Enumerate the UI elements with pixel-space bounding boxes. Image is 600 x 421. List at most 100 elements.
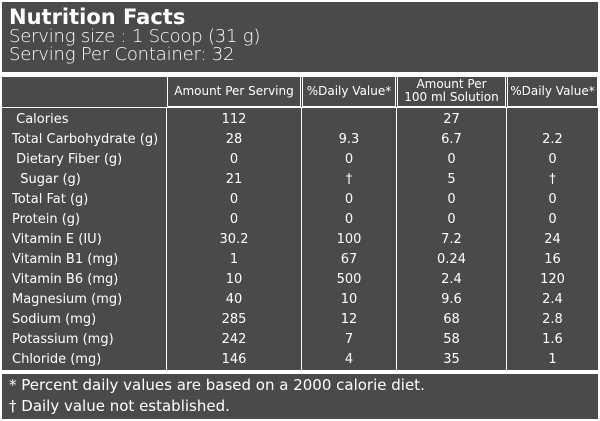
amount-per-serving: 30.2 [219,232,249,247]
daily-value-per-100ml: 2.4 [542,292,563,307]
nutrient-name: Total Fat (g) [12,192,89,207]
nutrient-row: Vitamin E (IU) 30.2 100 7.2 24 [2,230,598,250]
nutrient-row: Magnesium (mg) 40 10 9.6 2.4 [2,290,598,310]
amount-per-100ml: 2.4 [441,272,462,287]
amount-per-serving: 285 [221,312,247,327]
column-header-label: %Daily Value* [510,83,595,98]
footnotes: * Percent daily values are based on a 20… [9,375,425,417]
amount-per-serving: 0 [229,192,239,207]
nutrient-name: Vitamin B1 (mg) [12,252,119,267]
footnote-not-established: † Daily value not established. [9,397,230,415]
nutrient-row: Sodium (mg) 285 12 68 2.8 [2,310,598,330]
nutrient-name: Dietary Fiber (g) [12,152,123,167]
nutrient-row: Dietary Fiber (g) 0 0 0 0 [2,150,598,170]
nutrient-name: Calories [12,112,69,127]
column-divider [301,108,302,370]
daily-value-per-100ml: 2.8 [542,312,563,327]
daily-value-per-serving: 12 [340,312,358,327]
daily-value-per-100ml: 1.6 [542,332,563,347]
nutrient-row: Chloride (mg) 146 4 35 1 [2,350,598,370]
nutrient-name: Sodium (mg) [12,312,97,327]
amount-per-100ml: 0 [447,212,456,227]
nutrient-row: Vitamin B6 (mg) 10 500 2.4 120 [2,270,598,290]
nutrient-name: Chloride (mg) [12,352,102,367]
column-header-amount-per-100ml: Amount Per 100 ml Solution [397,75,506,107]
column-header-label: Amount Per [416,77,487,91]
daily-value-per-100ml: 0 [548,192,557,207]
nutrient-name: Total Carbohydrate (g) [12,132,159,147]
nutrient-name: Magnesium (mg) [12,292,123,307]
daily-value-per-100ml: 0 [548,212,557,227]
nutrient-name: Potassium (mg) [12,332,114,347]
daily-value-per-100ml: 24 [544,232,561,247]
amount-per-100ml: 6.7 [441,132,462,147]
amount-per-100ml: 7.2 [441,232,462,247]
amount-per-100ml: 0 [447,192,456,207]
servings-per-container: Serving Per Container: 32 [9,44,235,65]
serving-size: Serving size : 1 Scoop (31 g) [9,26,261,47]
nutrient-name: Vitamin E (IU) [12,232,102,247]
daily-value-per-100ml: 120 [540,272,565,287]
column-divider [396,108,397,370]
daily-value-per-100ml: 16 [544,252,561,267]
nutrient-row: Sugar (g) 21 † 5 † [2,170,598,190]
footer-divider [2,370,598,374]
daily-value-per-100ml: 0 [548,152,557,167]
amount-per-serving: 112 [221,112,247,127]
column-header-label: %Daily Value* [306,83,392,98]
header-divider [2,107,598,108]
nutrient-row: Total Carbohydrate (g) 28 9.3 6.7 2.2 [2,130,598,150]
column-divider [506,108,507,370]
amount-per-serving: 0 [229,212,239,227]
amount-per-serving: 146 [221,352,247,367]
amount-per-100ml: 0 [447,152,456,167]
amount-per-100ml: 0.24 [437,252,466,267]
column-header-amount-per-serving: Amount Per Serving [167,75,301,107]
amount-per-100ml: 27 [443,112,460,127]
daily-value-per-100ml: 1 [548,352,557,367]
nutrient-name: Sugar (g) [12,172,81,187]
daily-value-per-serving: 0 [344,212,354,227]
daily-value-per-serving: 4 [344,352,354,367]
footnote-daily-values: * Percent daily values are based on a 20… [9,376,425,394]
column-header-daily-value-1: %Daily Value* [302,75,396,107]
label-title: Nutrition Facts [9,5,186,29]
amount-per-100ml: 58 [443,332,460,347]
label-header: Nutrition Facts Serving size : 1 Scoop (… [9,6,260,64]
amount-per-serving: 40 [225,292,243,307]
column-divider [166,108,167,370]
nutrient-row: Vitamin B1 (mg) 1 67 0.24 16 [2,250,598,270]
nutrient-row: Total Fat (g) 0 0 0 0 [2,190,598,210]
daily-value-per-serving: 0 [344,192,354,207]
nutrient-row: Potassium (mg) 242 7 58 1.6 [2,330,598,350]
column-header-label: Amount Per Serving [174,83,294,98]
daily-value-per-serving: 7 [344,332,354,347]
amount-per-serving: 28 [225,132,243,147]
amount-per-100ml: 68 [443,312,460,327]
daily-value-per-serving: 10 [340,292,358,307]
amount-per-100ml: 5 [447,172,456,187]
daily-value-per-serving: 100 [336,232,362,247]
amount-per-100ml: 9.6 [441,292,462,307]
daily-value-per-serving: 9.3 [338,132,360,147]
amount-per-100ml: 35 [443,352,460,367]
daily-value-per-serving: 0 [344,152,354,167]
column-header-daily-value-2: %Daily Value* [507,75,598,107]
amount-per-serving: 242 [221,332,247,347]
daily-value-per-serving: 500 [336,272,362,287]
daily-value-per-serving: 67 [340,252,358,267]
nutrient-row: Calories 112 27 [2,110,598,130]
amount-per-serving: 1 [229,252,239,267]
nutrient-row: Protein (g) 0 0 0 0 [2,210,598,230]
nutrient-table: Calories 112 27 Total Carbohydrate (g) 28 9.3… [2,110,598,370]
nutrient-name: Vitamin B6 (mg) [12,272,119,287]
amount-per-serving: 21 [225,172,243,187]
amount-per-serving: 0 [229,152,239,167]
daily-value-per-serving: † [345,172,353,187]
daily-value-per-100ml: † [549,172,556,187]
thick-divider [2,72,598,77]
nutrient-name: Protein (g) [12,212,81,227]
daily-value-per-100ml: 2.2 [542,132,563,147]
amount-per-serving: 10 [225,272,243,287]
